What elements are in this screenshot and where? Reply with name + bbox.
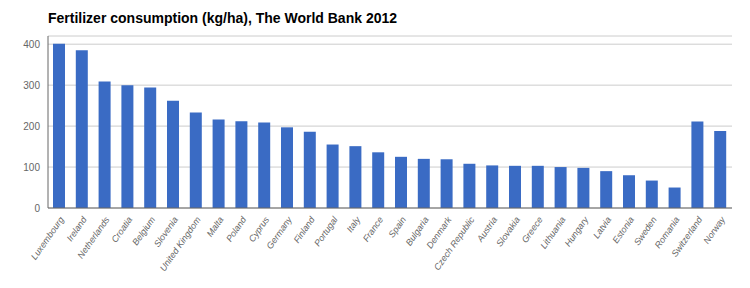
svg-text:Luxembourg: Luxembourg: [29, 215, 66, 262]
svg-text:France: France: [361, 215, 385, 244]
svg-text:Sweden: Sweden: [631, 214, 659, 248]
svg-text:Poland: Poland: [224, 214, 249, 244]
svg-text:Czech Republic: Czech Republic: [432, 214, 477, 272]
svg-text:100: 100: [23, 162, 40, 173]
svg-text:Lithuania: Lithuania: [538, 215, 567, 251]
svg-text:0: 0: [34, 203, 40, 214]
svg-text:United Kingdom: United Kingdom: [158, 214, 203, 273]
svg-text:Finland: Finland: [291, 214, 317, 245]
svg-text:Latvia: Latvia: [591, 215, 613, 240]
svg-text:Denmark: Denmark: [424, 214, 454, 251]
svg-text:Portugal: Portugal: [312, 214, 340, 248]
svg-text:Ireland: Ireland: [64, 214, 89, 244]
svg-text:200: 200: [23, 121, 40, 132]
svg-text:Italy: Italy: [345, 214, 363, 234]
svg-text:Croatia: Croatia: [109, 214, 135, 245]
svg-text:Estonia: Estonia: [610, 214, 636, 246]
svg-text:Slovenia: Slovenia: [152, 214, 180, 249]
svg-text:Belgium: Belgium: [130, 214, 158, 248]
svg-text:Spain: Spain: [387, 215, 408, 240]
svg-text:Switzerland: Switzerland: [669, 214, 704, 259]
svg-text:Romania: Romania: [652, 214, 682, 251]
svg-text:Germany: Germany: [265, 214, 295, 250]
svg-text:Austria: Austria: [474, 214, 500, 244]
svg-text:Greece: Greece: [519, 214, 545, 245]
svg-text:400: 400: [23, 39, 40, 50]
svg-text:Slovakia: Slovakia: [494, 215, 522, 249]
html-text:Fertilizer consumption (kg/ha): Fertilizer consumption (kg/ha), The Worl…: [48, 10, 397, 26]
svg-text:Norway: Norway: [701, 214, 727, 245]
svg-text:Bulgaria: Bulgaria: [403, 214, 431, 248]
svg-text:Cyprus: Cyprus: [246, 214, 272, 244]
svg-text:Hungary: Hungary: [563, 214, 591, 248]
svg-text:Malta: Malta: [205, 215, 226, 239]
svg-text:300: 300: [23, 80, 40, 91]
svg-text:Netherlands: Netherlands: [76, 214, 112, 260]
